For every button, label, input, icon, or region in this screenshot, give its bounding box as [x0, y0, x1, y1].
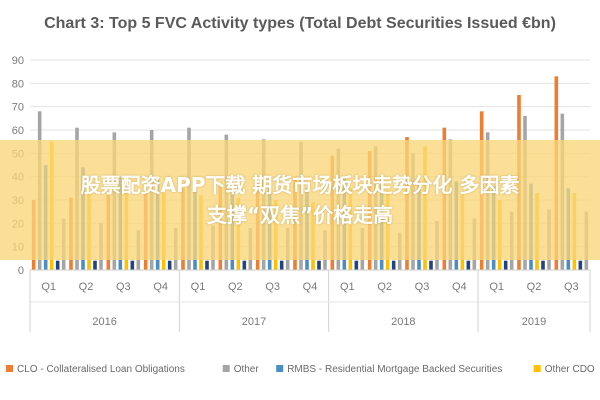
x-tick-label: Q2: [377, 281, 392, 293]
bar-abcp: [279, 260, 284, 270]
bar-abcp: [503, 260, 508, 270]
bar-abcp: [354, 260, 359, 270]
x-tick-label: Q4: [303, 281, 318, 293]
x-tick-label: Q3: [116, 281, 131, 293]
x-tick-label: Q4: [452, 281, 467, 293]
bar-abcp: [429, 260, 433, 270]
year-label: 2016: [92, 316, 116, 328]
x-axis: Q1 Q2 Q3 Q4 Q1 Q2 Q3 Q4 Q1 Q2 Q3 Q4 Q1 Q2 Q3 2016 2017 20…: [29, 269, 591, 332]
bar-abcp: [578, 260, 583, 270]
legend-swatch: [6, 365, 13, 372]
legend-label: Other: [234, 364, 260, 375]
legend-label: Other CDO: [545, 364, 595, 375]
x-tick-label: Q1: [340, 281, 355, 293]
chart-title: Chart 3: Top 5 FVC Activity types (Total…: [44, 15, 556, 32]
y-tick-label: 70: [12, 102, 24, 114]
year-label: 2018: [391, 316, 415, 328]
bar-abcp: [391, 260, 396, 270]
bar-abcp: [55, 260, 60, 270]
x-tick-label: Q2: [79, 281, 94, 293]
year-label: 2019: [522, 316, 546, 328]
bar-abcp: [205, 260, 209, 270]
legend-label: CLO - Collateralised Loan Obligations: [17, 364, 185, 375]
legend-swatch: [276, 365, 284, 372]
x-tick-label: Q1: [489, 281, 504, 293]
x-tick-label: Q4: [153, 281, 168, 293]
y-tick-label: 0: [18, 265, 24, 277]
x-tick-label: Q2: [228, 281, 243, 293]
x-tick-label: Q2: [527, 281, 542, 293]
x-tick-label: Q1: [191, 281, 206, 293]
bar-abcp: [167, 260, 172, 270]
legend: CLO - Collateralised Loan Obligations Oth…: [6, 364, 595, 375]
legend-swatch: [533, 365, 541, 372]
overlay-line-2: 支撑“双焦”价格走高: [206, 203, 394, 227]
y-tick-label: 60: [12, 125, 24, 137]
bar-abcp: [541, 260, 545, 270]
year-label: 2017: [242, 316, 266, 328]
bar-abcp: [130, 260, 135, 270]
legend-swatch: [222, 365, 230, 372]
x-tick-label: Q3: [265, 281, 280, 293]
y-tick-label: 90: [12, 55, 24, 67]
bar-abcp: [93, 260, 97, 270]
overlay-line-1: 股票配资APP下载 期货市场板块走势分化 多因素: [80, 173, 520, 197]
legend-label: RMBS - Residential Mortgage Backed Secur…: [287, 364, 502, 375]
y-tick-label: 80: [12, 78, 24, 90]
bar-abcp: [317, 260, 321, 270]
x-tick-label: Q3: [564, 281, 579, 293]
overlay-banner: 股票配资APP下载 期货市场板块走势分化 多因素 支撑“双焦”价格走高: [0, 140, 600, 260]
x-tick-label: Q3: [415, 281, 430, 293]
x-tick-label: Q1: [41, 281, 56, 293]
bar-abcp: [242, 260, 247, 270]
bar-abcp: [466, 260, 471, 270]
